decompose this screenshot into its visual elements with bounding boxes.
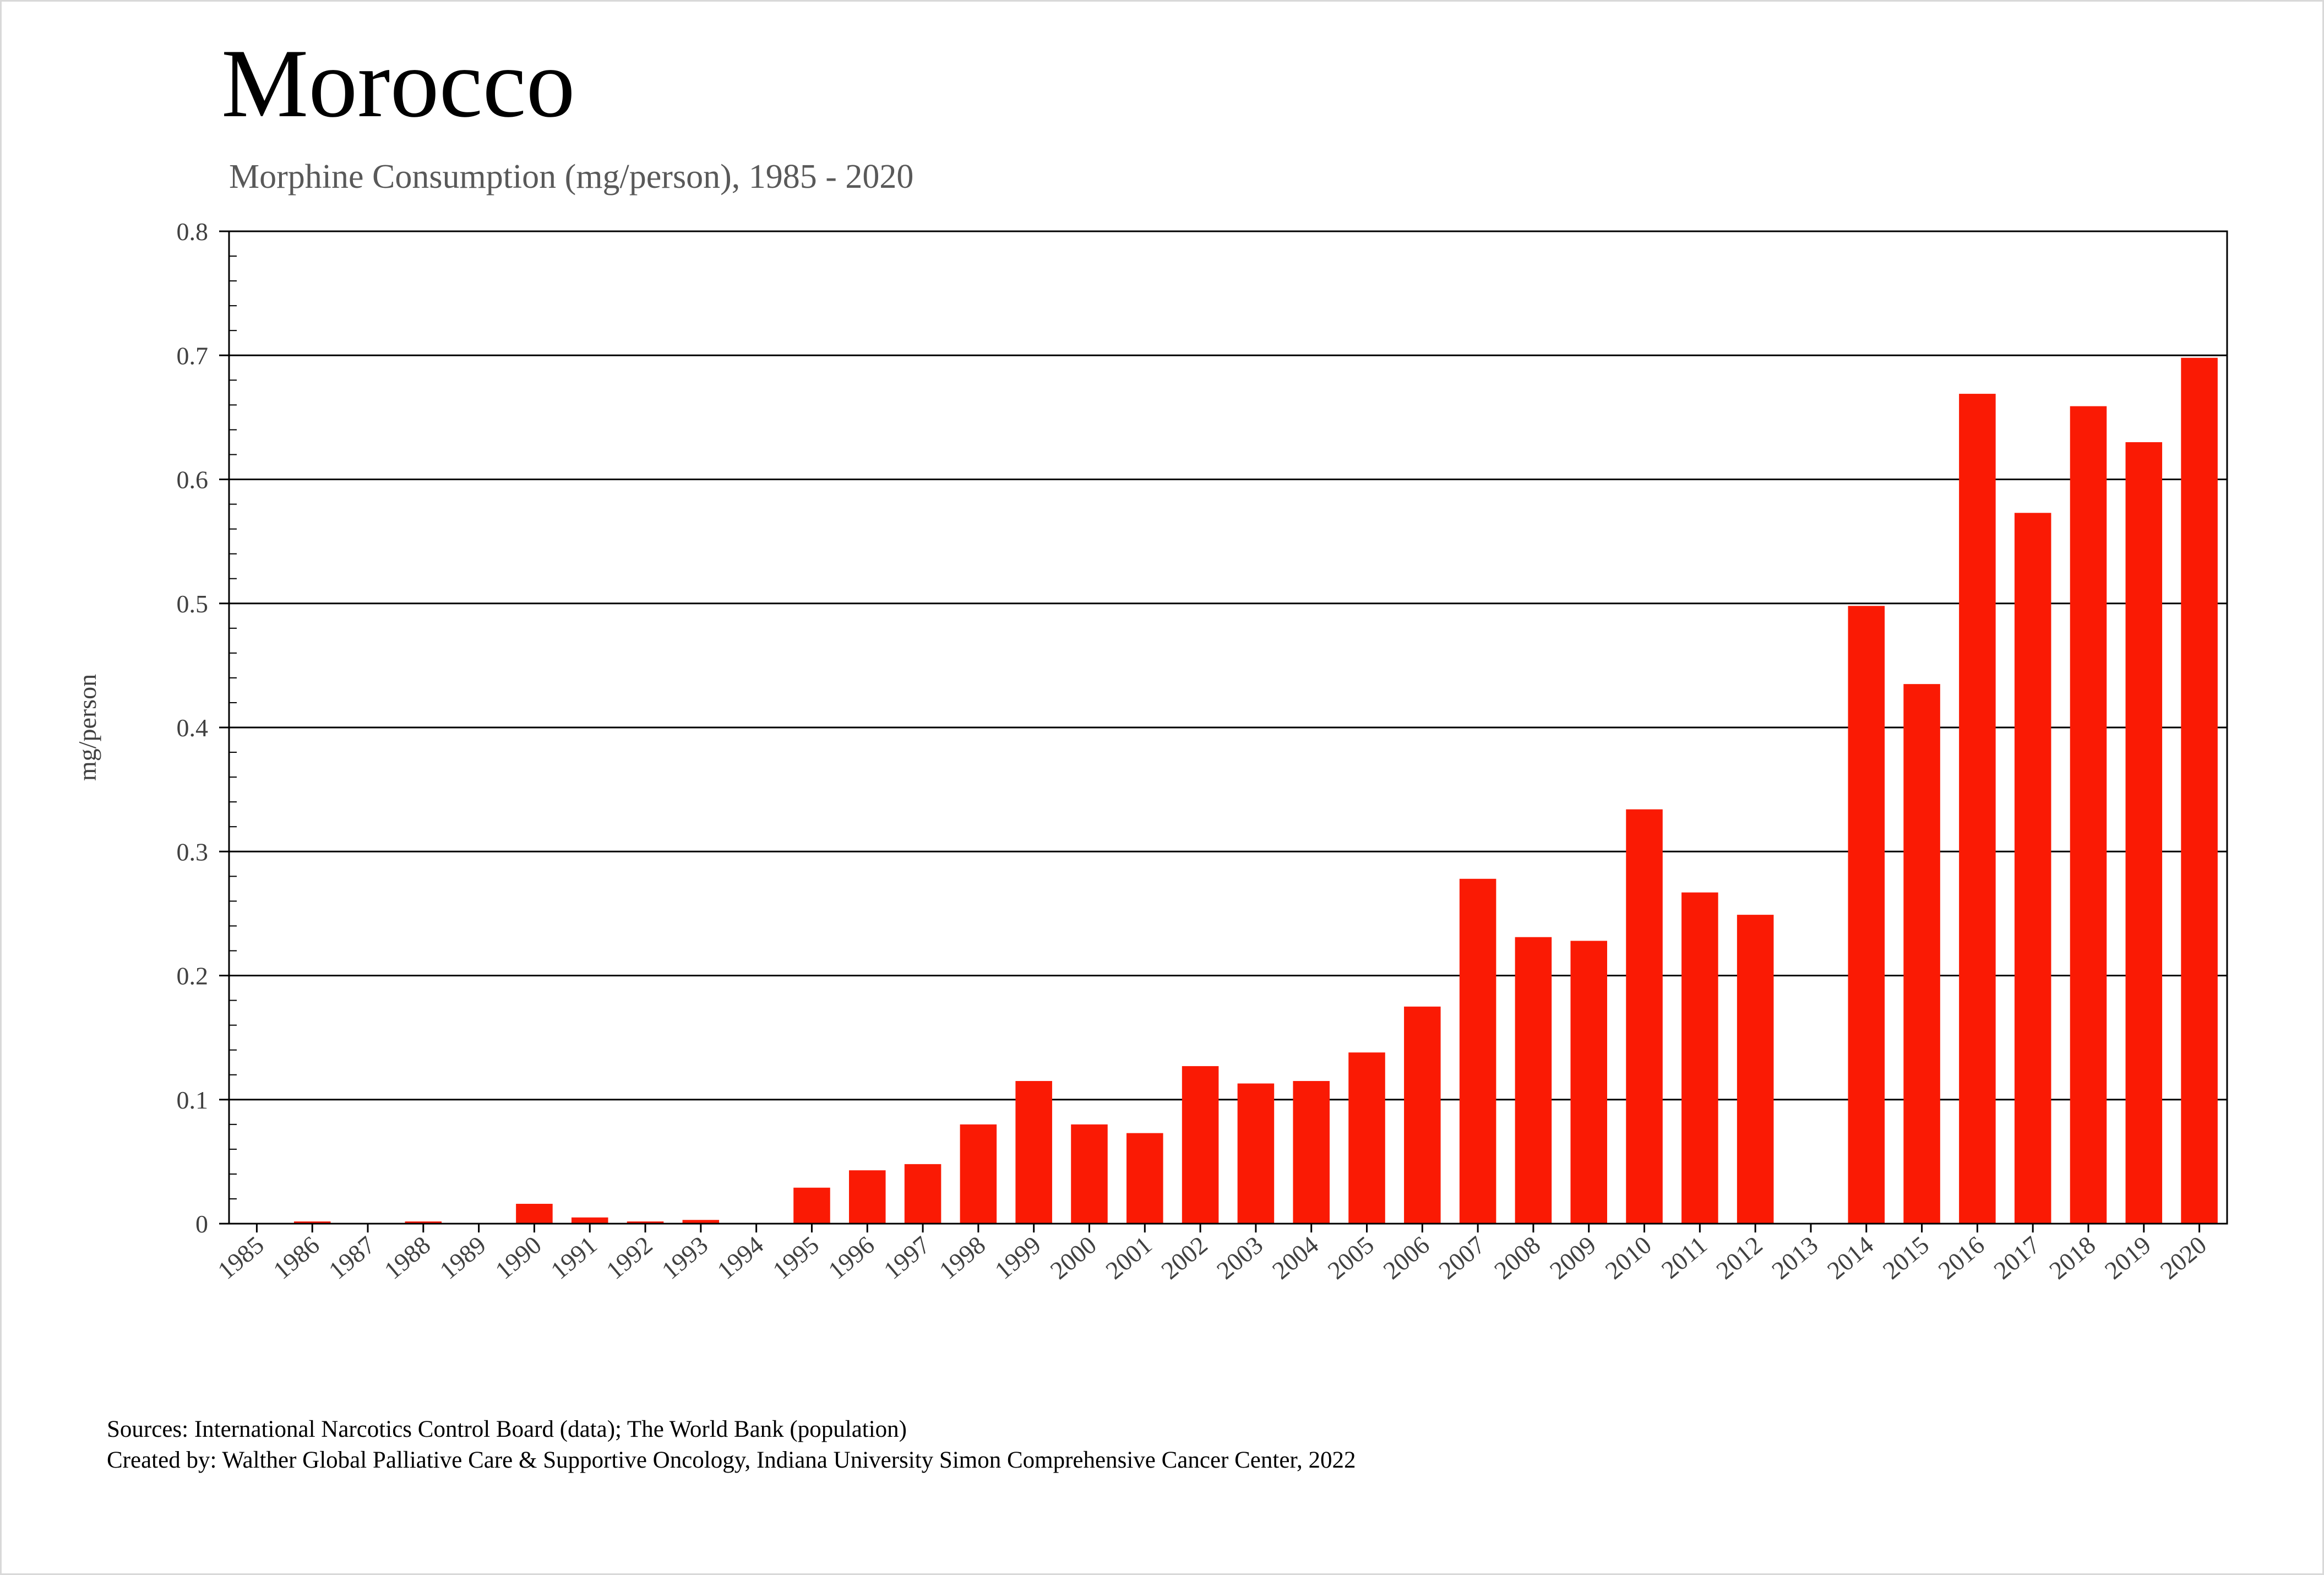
bar-1997 [904,1164,941,1224]
created-by-note: Created by: Walther Global Palliative Ca… [107,1447,1356,1473]
x-tick-label: 1996 [823,1231,879,1285]
chart-title: Morocco [221,29,575,138]
x-tick-label: 2001 [1100,1231,1157,1285]
bar-1990 [516,1203,553,1224]
bar-2010 [1626,809,1663,1224]
x-tick-label: 2009 [1544,1231,1601,1285]
bar-2004 [1293,1080,1330,1224]
x-tick-label: 2004 [1267,1231,1324,1285]
x-tick-label: 2018 [2044,1231,2100,1285]
y-axis-title: mg/person [73,674,101,781]
x-tick-label: 2016 [1933,1231,1990,1285]
x-tick-label: 2003 [1211,1231,1268,1285]
sources-note: Sources: International Narcotics Control… [107,1416,907,1442]
bar-1993 [682,1220,720,1224]
y-tick-label: 0.2 [177,962,209,990]
bar-2015 [1903,684,1940,1224]
y-tick-label: 0.8 [177,218,209,246]
x-tick-label: 1985 [213,1231,269,1285]
bar-1999 [1015,1080,1052,1224]
x-tick-label: 2005 [1322,1231,1379,1285]
x-tick-label: 1992 [601,1231,657,1285]
x-tick-label: 1988 [379,1231,436,1285]
x-tick-label: 2012 [1711,1231,1767,1285]
y-tick-label: 0 [195,1210,208,1238]
x-tick-label: 1995 [768,1231,824,1285]
x-tick-label: 1999 [989,1231,1046,1285]
bar-2011 [1681,892,1718,1224]
y-axis-ticks: 0 0.1 0.2 0.3 0.4 0.5 0.6 0.7 0.8 [177,218,237,1238]
bar-2003 [1237,1083,1275,1224]
y-tick-label: 0.1 [177,1086,209,1114]
x-tick-label: 2008 [1489,1231,1545,1285]
y-tick-label: 0.4 [177,714,209,742]
x-tick-label: 1990 [490,1231,547,1285]
bar-2014 [1848,606,1885,1224]
x-tick-label: 1987 [323,1231,380,1285]
bar-1996 [848,1170,886,1224]
x-tick-label: 1991 [545,1231,602,1285]
chart-subtitle: Morphine Consumption (mg/person), 1985 -… [229,158,914,195]
x-tick-label: 2015 [1877,1231,1934,1285]
bar-2007 [1459,878,1496,1224]
bar-2017 [2014,513,2051,1224]
x-tick-label: 2011 [1656,1231,1712,1284]
y-tick-label: 0.5 [177,590,209,618]
x-tick-label: 2017 [1988,1231,2045,1285]
bar-1995 [793,1187,830,1224]
x-tick-label: 1989 [434,1231,491,1285]
bar-2012 [1737,915,1774,1224]
y-tick-label: 0.6 [177,466,209,494]
bar-1992 [627,1221,664,1224]
x-tick-label: 1994 [712,1231,769,1285]
x-tick-label: 2019 [2099,1231,2156,1285]
bar-1988 [405,1221,442,1224]
bar-1991 [571,1217,608,1224]
bar-2005 [1348,1052,1385,1224]
x-tick-label: 2007 [1433,1231,1490,1285]
y-tick-label: 0.3 [177,838,209,866]
bar-2009 [1570,941,1608,1224]
bar-1986 [293,1221,331,1224]
x-tick-label: 2020 [2155,1231,2212,1285]
bar-2020 [2181,357,2218,1224]
bar-2019 [2125,442,2163,1224]
bar-2001 [1126,1133,1163,1224]
bars [293,357,2218,1224]
x-tick-label: 2014 [1822,1231,1879,1285]
bar-2000 [1071,1124,1108,1224]
x-tick-label: 1986 [268,1231,324,1285]
footer: Sources: International Narcotics Control… [107,1414,1356,1476]
x-tick-label: 2006 [1378,1231,1434,1285]
bar-2002 [1182,1066,1219,1224]
x-tick-label: 1997 [878,1231,935,1285]
bar-2006 [1404,1006,1441,1224]
bar-2008 [1515,937,1552,1224]
bar-1998 [960,1124,997,1224]
y-tick-label: 0.7 [177,341,209,370]
x-tick-label: 2000 [1045,1231,1102,1285]
x-tick-label: 1993 [656,1231,713,1285]
x-axis-ticks: 1985198619871988198919901991199219931994… [213,1224,2212,1285]
bar-2016 [1959,394,1996,1224]
x-tick-label: 2013 [1766,1231,1823,1285]
x-tick-label: 2010 [1600,1231,1657,1285]
x-tick-label: 2002 [1156,1231,1212,1285]
x-tick-label: 1998 [934,1231,990,1285]
bar-2018 [2070,406,2107,1224]
